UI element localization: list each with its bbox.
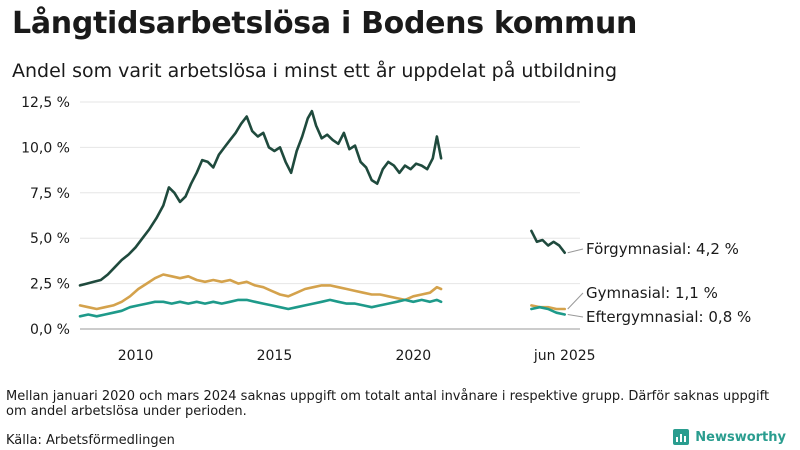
- series-line-eftergymnasial: [530, 305, 566, 316]
- label-leader-line: [567, 248, 584, 254]
- newsworthy-logo: Newsworthy: [673, 429, 786, 445]
- series-end-label: Gymnasial: 1,1 %: [586, 284, 718, 302]
- source-note: Källa: Arbetsförmedlingen: [6, 433, 175, 448]
- label-leader-line: [567, 292, 584, 310]
- y-tick-label: 5,0 %: [30, 231, 70, 247]
- x-tick-label: 2010: [118, 348, 154, 364]
- y-tick-label: 0,0 %: [30, 322, 70, 338]
- footnote: Mellan januari 2020 och mars 2024 saknas…: [6, 389, 770, 419]
- series-line-gymnasial: [78, 273, 443, 311]
- x-tick-label: 2015: [257, 348, 293, 364]
- y-tick-label: 12,5 %: [21, 95, 70, 111]
- series-end-label: Förgymnasial: 4,2 %: [586, 240, 739, 258]
- x-tick-label: jun 2025: [533, 348, 596, 364]
- series-line-frgymnasial: [530, 229, 566, 254]
- series-end-label: Eftergymnasial: 0,8 %: [586, 308, 751, 326]
- y-tick-label: 10,0 %: [21, 140, 70, 156]
- chart-subtitle: Andel som varit arbetslösa i minst ett å…: [12, 60, 618, 82]
- series-line-eftergymnasial: [78, 298, 443, 318]
- series-line-frgymnasial: [78, 109, 443, 287]
- label-leader-line: [567, 313, 584, 318]
- y-tick-label: 7,5 %: [30, 186, 70, 202]
- y-tick-label: 2,5 %: [30, 277, 70, 293]
- chart-title: Långtidsarbetslösa i Bodens kommun: [12, 6, 638, 41]
- bar-chart-icon: [673, 429, 690, 445]
- x-tick-label: 2020: [396, 348, 432, 364]
- brand-name: Newsworthy: [695, 429, 786, 445]
